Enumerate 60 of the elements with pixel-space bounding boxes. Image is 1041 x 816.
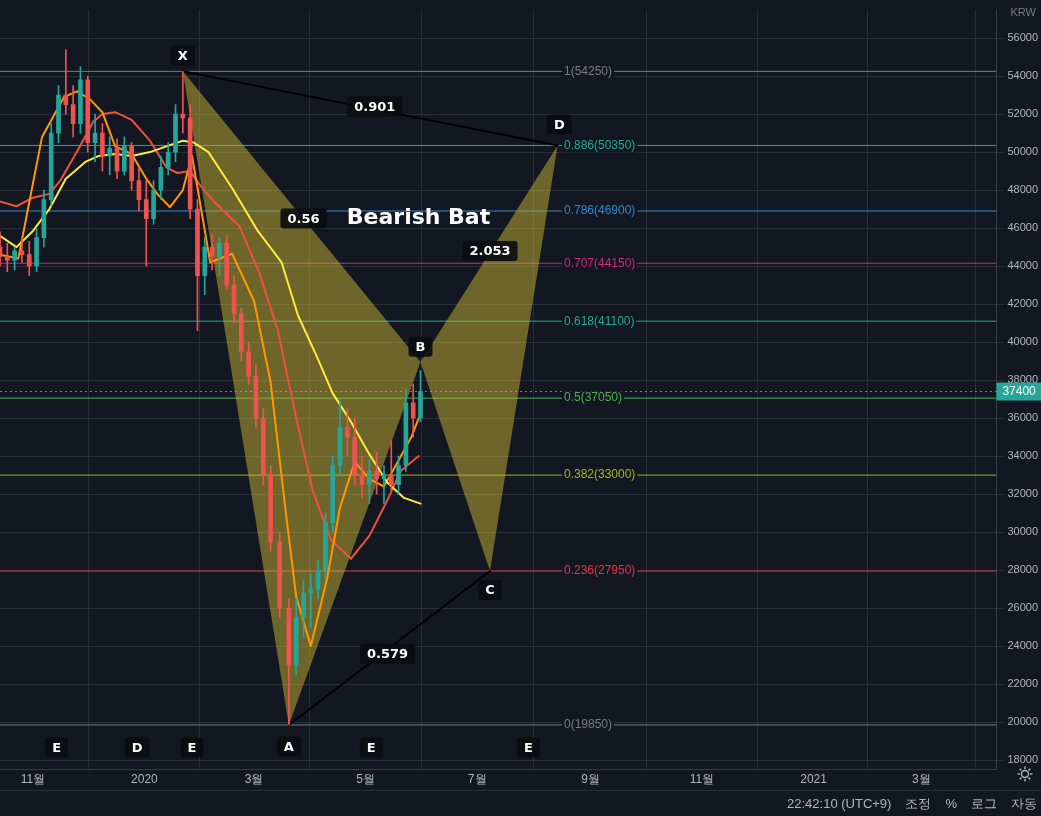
y-tick-label: 46000 <box>1007 221 1039 234</box>
y-tick-label: 34000 <box>1007 449 1039 462</box>
annotation: E <box>366 739 376 755</box>
ref-line-label: 37400 <box>1002 383 1037 398</box>
text: 조정 <box>905 794 932 813</box>
x-tick-label: 2020 <box>131 772 159 787</box>
annotation: D <box>131 739 143 755</box>
y-tick-label: 20000 <box>1007 715 1039 728</box>
x-tick-label: 3월 <box>912 772 931 787</box>
annotation: B <box>415 339 426 355</box>
y-tick-label: 50000 <box>1007 145 1039 158</box>
y-tick-label: 40000 <box>1007 335 1039 348</box>
ref-line-label: 0.707(44150) <box>563 255 636 270</box>
ref-line-label: 0.382(33000) <box>563 467 636 482</box>
ref-line-label: 0.786(46900) <box>563 203 636 218</box>
annotation: 0.56 <box>287 210 320 226</box>
text: 22:42:10 (UTC+9) <box>787 796 892 811</box>
text: Bearish Bat <box>346 204 491 230</box>
annotation: 0.901 <box>354 98 396 114</box>
x-tick-label: 3월 <box>244 772 264 787</box>
x-tick-label: 9월 <box>581 772 600 787</box>
ref-line-label: 0.5(37050) <box>563 390 623 405</box>
y-tick-label: 52000 <box>1007 107 1039 120</box>
text: 자동 <box>1011 794 1037 813</box>
annotation: C <box>485 582 495 598</box>
y-tick-label: 42000 <box>1007 297 1039 310</box>
annotation: E <box>523 739 533 755</box>
y-tick-label: 18000 <box>1007 753 1039 766</box>
annotation: D <box>554 116 566 132</box>
annotation: A <box>283 739 294 755</box>
x-tick-label: 2021 <box>800 772 828 787</box>
y-tick-label: 30000 <box>1007 525 1039 538</box>
y-axis-title: KRW <box>1010 6 1037 19</box>
y-tick-label: 54000 <box>1007 69 1039 82</box>
text: % <box>945 796 957 811</box>
ref-line-label: 0.236(27950) <box>563 563 636 578</box>
annotation: E <box>187 739 197 755</box>
ref-line-label: 0.886(50350) <box>563 137 636 152</box>
annotation: E <box>52 739 62 755</box>
y-tick-label: 44000 <box>1007 259 1039 272</box>
x-tick-label: 7월 <box>467 772 487 787</box>
y-tick-label: 24000 <box>1007 639 1039 652</box>
y-tick-label: 28000 <box>1007 563 1039 576</box>
ref-line-label: 0(19850) <box>563 717 613 732</box>
annotation: 2.053 <box>469 243 511 259</box>
x-tick-label: 5월 <box>356 772 375 787</box>
y-tick-label: 36000 <box>1007 411 1039 424</box>
text: 로그 <box>971 794 997 813</box>
y-tick-label: 48000 <box>1007 183 1039 196</box>
x-tick-label: 11월 <box>20 772 46 787</box>
ref-line-label: 0.618(41100) <box>563 313 635 328</box>
y-tick-label: 56000 <box>1007 31 1039 44</box>
y-tick-label: 22000 <box>1007 677 1039 690</box>
ref-line-label: 1(54250) <box>563 63 613 78</box>
annotation: 0.579 <box>367 646 409 662</box>
annotation: X <box>177 47 188 63</box>
x-tick-label: 11월 <box>689 772 715 787</box>
y-tick-label: 38000 <box>1007 373 1039 386</box>
y-tick-label: 32000 <box>1007 487 1039 500</box>
y-tick-label: 26000 <box>1007 601 1039 614</box>
